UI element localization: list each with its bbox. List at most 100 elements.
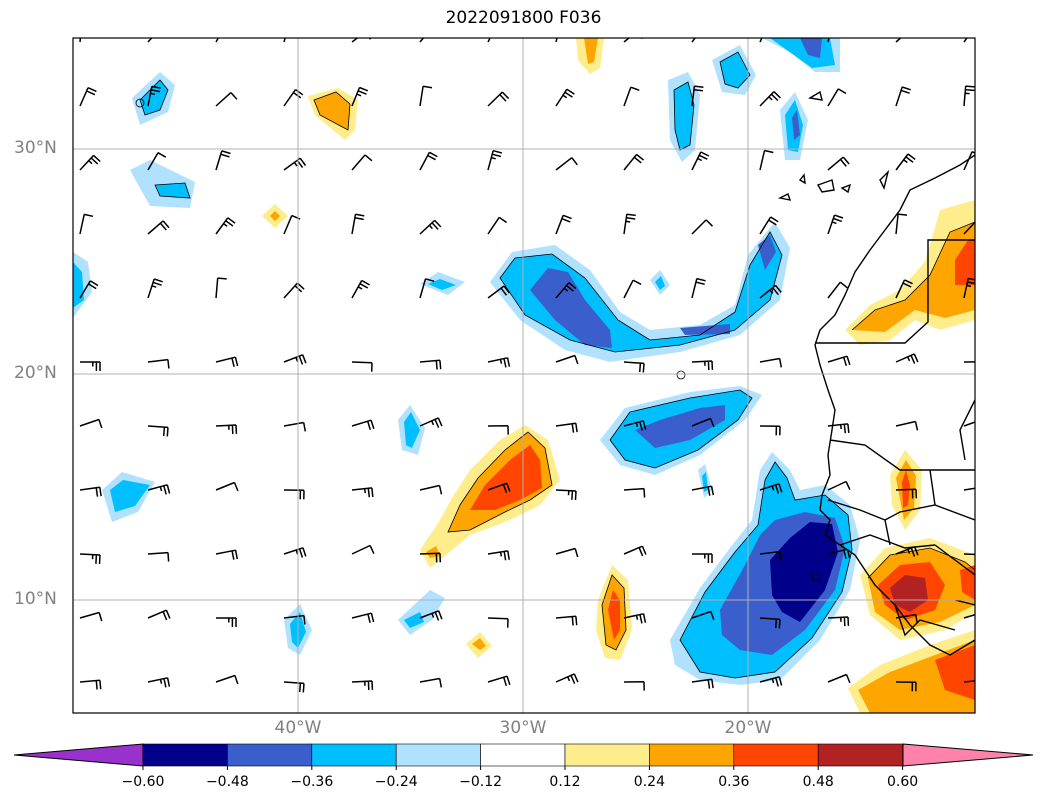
wind-barb: [623, 361, 645, 373]
wind-barb: [691, 85, 704, 107]
wind-barb: [419, 677, 443, 688]
wind-barb: [623, 38, 643, 43]
wind-barb: [79, 280, 99, 299]
wind-barb: [759, 91, 781, 107]
wind-barb: [147, 358, 170, 369]
wind-barb: [487, 285, 510, 299]
wind-barb: [487, 617, 509, 628]
wind-barb: [963, 277, 975, 299]
wind-barb: [963, 361, 975, 363]
wind-barb: [895, 86, 911, 107]
wind-barb: [963, 221, 975, 235]
wind-barb: [351, 544, 375, 555]
wind-barb: [827, 214, 844, 235]
wind-barb: [351, 38, 372, 43]
wind-barb: [691, 610, 715, 621]
wind-barb: [827, 281, 848, 299]
wind-barb: [215, 549, 239, 560]
wind-barb: [963, 553, 975, 556]
wind-barb: [555, 214, 572, 235]
wind-barb: [759, 676, 783, 687]
map-title: 2022091800 F036: [445, 8, 602, 28]
wind-barb: [79, 38, 82, 43]
coastlines: [777, 90, 975, 656]
wind-barb: [487, 482, 511, 494]
colorbar-tick-label: −0.60: [121, 774, 165, 790]
colorbar-tick-label: 0.48: [802, 774, 834, 790]
colorbar-tick-label: 0.60: [887, 774, 919, 790]
wind-barb: [691, 417, 715, 428]
wind-barb: [827, 156, 850, 171]
wind-barb: [963, 151, 975, 171]
wind-barb: [216, 617, 237, 627]
wind-barb: [283, 614, 306, 625]
colorbar-tick-label: −0.48: [205, 774, 249, 790]
wind-barb: [79, 87, 97, 107]
wind-barb: [79, 154, 101, 171]
wind-barb: [623, 86, 640, 107]
wind-barb: [283, 421, 307, 432]
wind-barb: [759, 483, 783, 494]
wind-barb: [487, 357, 511, 368]
colorbar-segment: [564, 743, 650, 767]
wind-barb: [419, 359, 442, 370]
colorbar-segment: [817, 743, 903, 767]
wind-barb: [895, 353, 919, 364]
wind-barb: [759, 617, 781, 629]
wind-barb: [419, 85, 433, 107]
wind-barb: [215, 92, 238, 107]
wind-barb: [147, 85, 161, 107]
wind-barb: [351, 279, 370, 299]
gridlines: [73, 38, 975, 713]
wind-barb: [963, 487, 975, 491]
wind-barb: [79, 418, 103, 429]
wind-barb: [691, 360, 714, 371]
wind-barb: [827, 355, 851, 367]
wind-barb: [895, 213, 908, 235]
lat-label-30n: 30°N: [14, 138, 57, 158]
wind-barbs: [79, 38, 975, 693]
wind-barb: [283, 214, 301, 235]
contour-outlines: [135, 51, 975, 679]
wind-barb: [79, 611, 103, 622]
wind-barb: [555, 615, 578, 626]
wind-barb: [963, 38, 968, 43]
colorbar-tick-label: −0.12: [459, 774, 503, 790]
wind-barb: [691, 485, 715, 496]
lon-label-20w: 20°W: [724, 718, 772, 738]
wind-barb: [759, 38, 763, 43]
wind-barb: [283, 157, 307, 171]
wind-barb: [623, 487, 646, 498]
wind-barb: [895, 38, 902, 43]
wind-barb: [895, 153, 916, 171]
wind-barb: [351, 213, 365, 235]
wind-barb: [419, 484, 443, 495]
colorbar: [13, 743, 1034, 770]
colorbar-segment: [733, 743, 819, 767]
wind-barb: [147, 152, 167, 171]
wind-barb: [623, 545, 647, 557]
wind-barb: [215, 356, 239, 367]
wind-barb: [419, 552, 442, 563]
map-plot-area: [73, 38, 975, 713]
wind-barb: [419, 278, 435, 299]
wind-barb: [555, 354, 579, 365]
wind-barb: [895, 279, 913, 299]
wind-barb: [283, 354, 307, 365]
lon-label-30w: 30°W: [499, 718, 547, 738]
wind-barb: [963, 421, 975, 427]
wind-barb: [147, 609, 171, 621]
wind-barb: [623, 153, 645, 171]
wind-barb: [691, 38, 697, 43]
wind-barb: [895, 488, 918, 499]
colorbar-tick-label: 0.24: [633, 774, 665, 790]
wind-barb: [487, 38, 491, 43]
wind-barb: [351, 154, 373, 171]
wind-barb: [487, 216, 508, 235]
colorbar-segment: [227, 743, 313, 767]
map-frame: [72, 37, 976, 714]
wind-barb: [283, 282, 305, 299]
colorbar-arrow-min: [13, 743, 144, 767]
wind-barb: [555, 547, 579, 558]
